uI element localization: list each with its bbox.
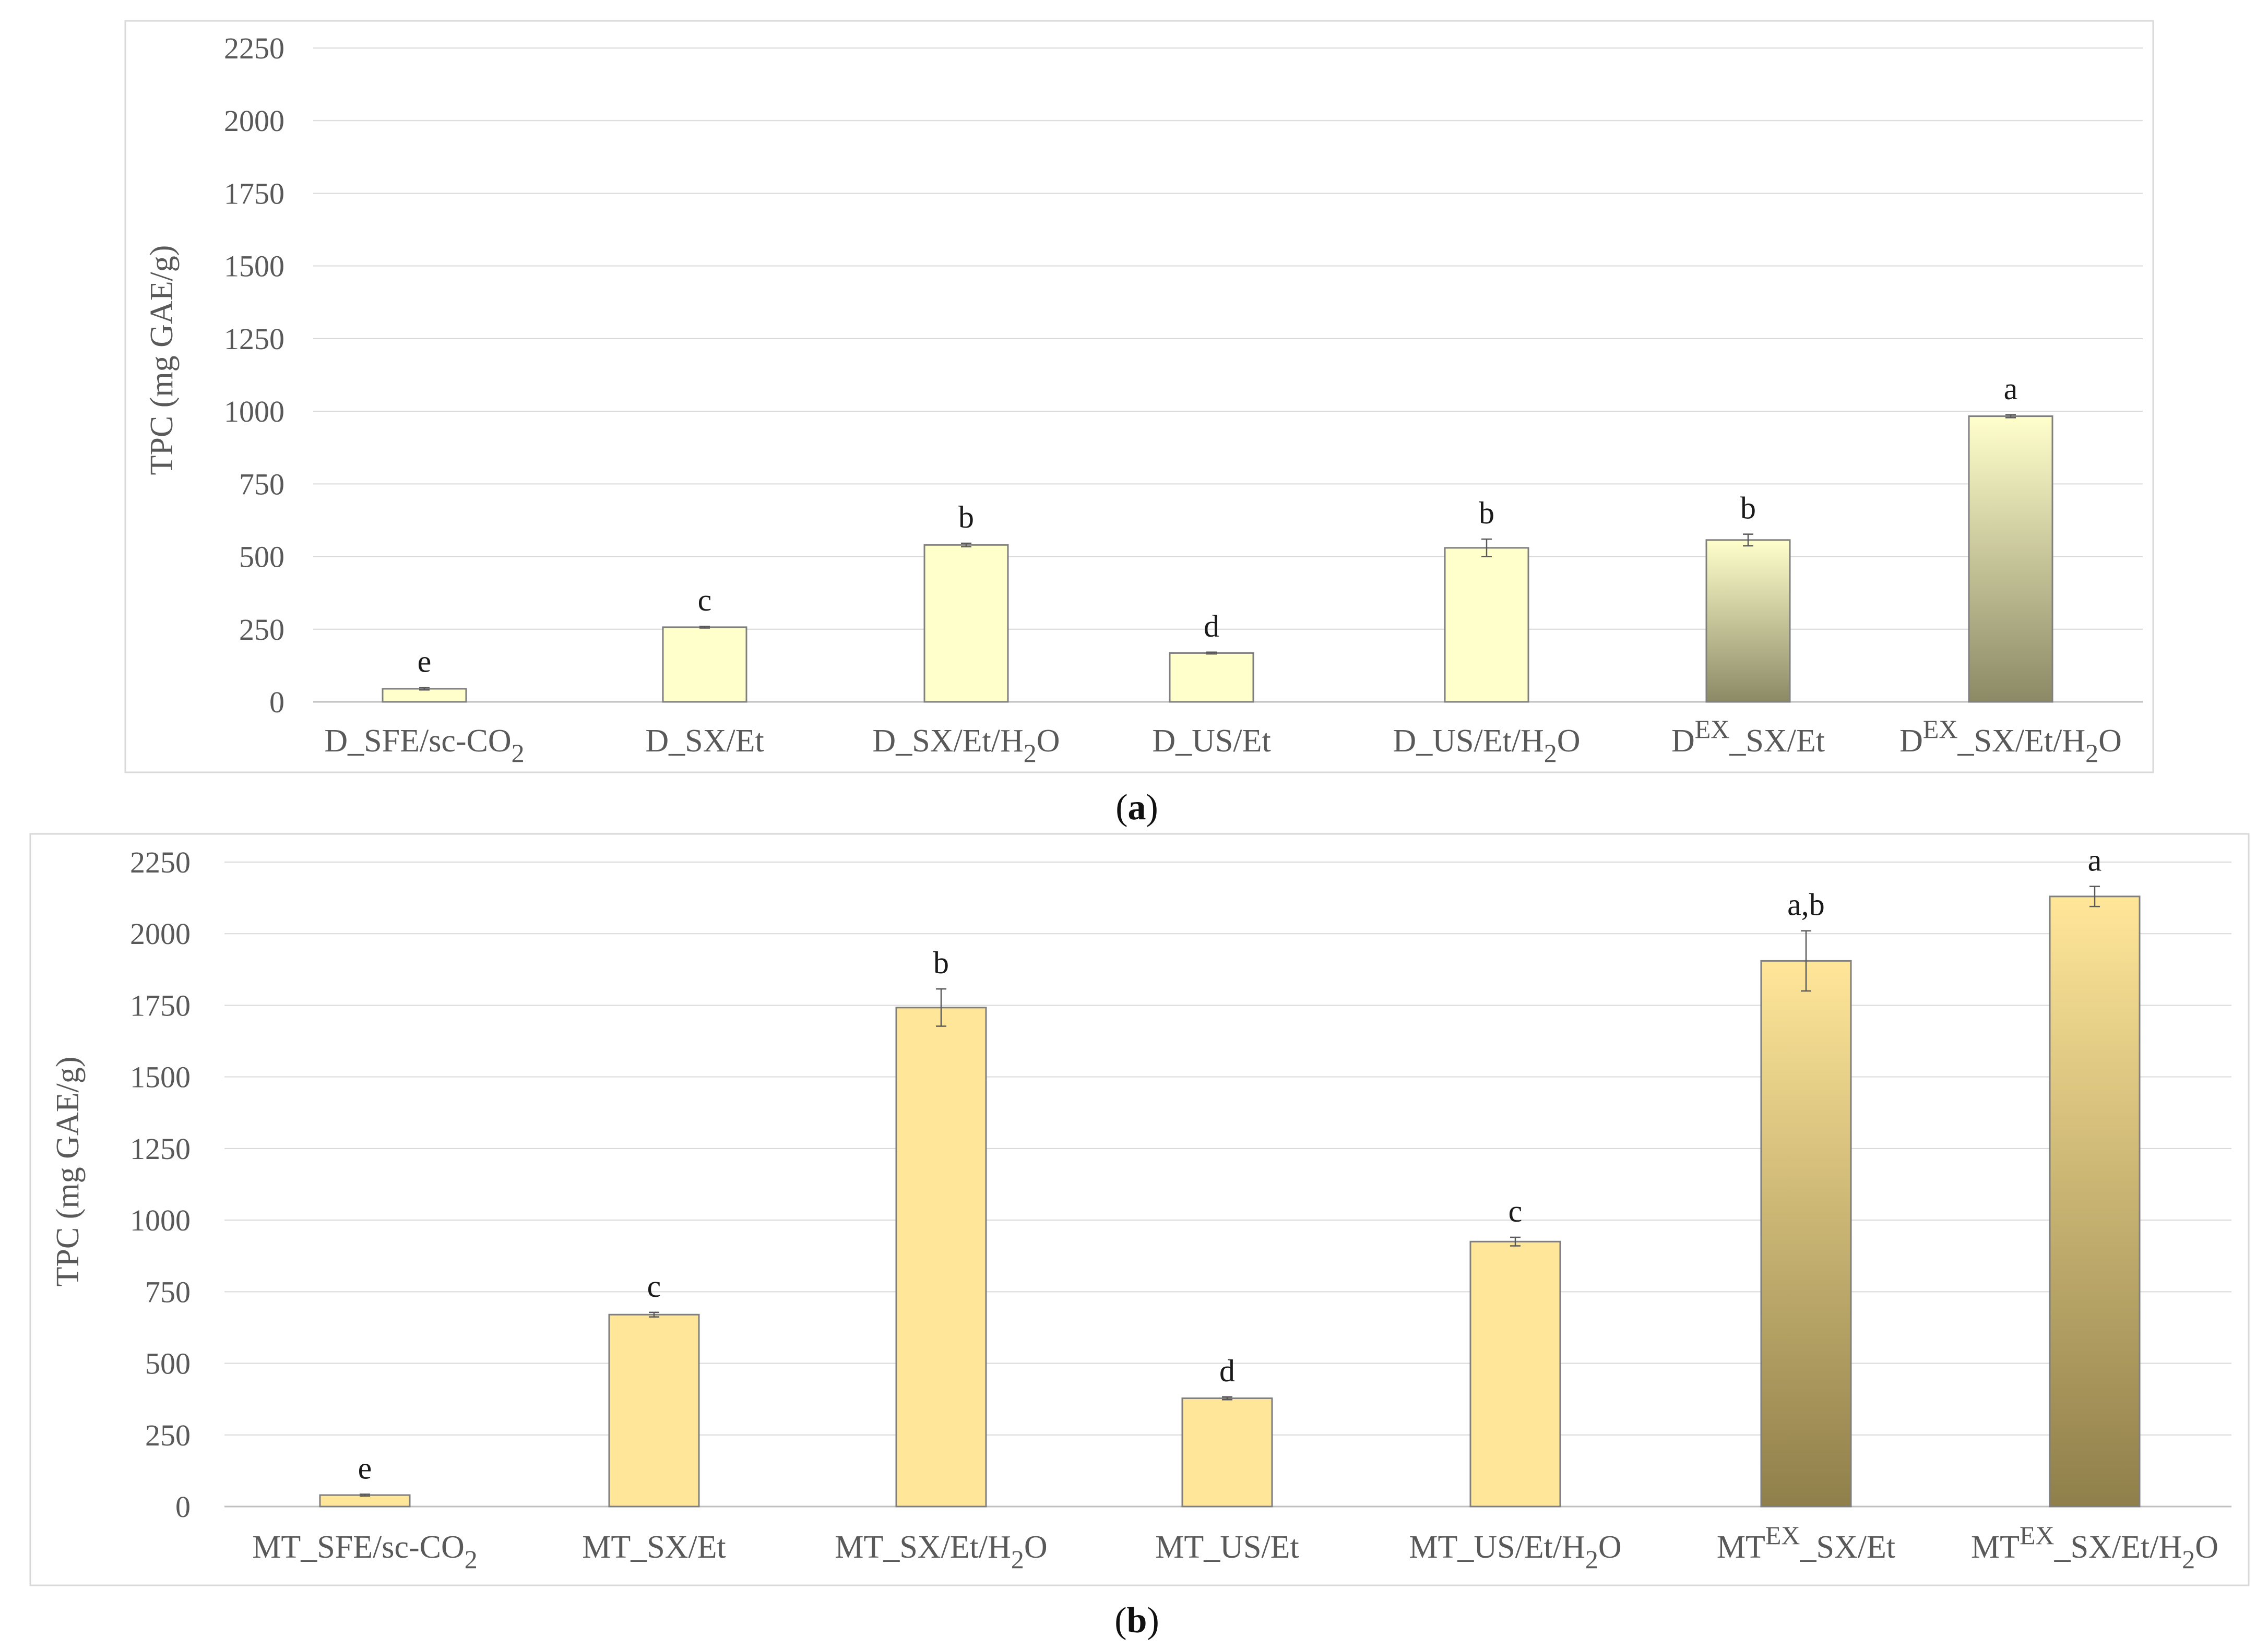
bar [1169, 652, 1254, 703]
bar [923, 544, 1009, 703]
y-tick-label: 2000 [224, 104, 284, 138]
significance-letter: d [1204, 609, 1219, 643]
panel-label-b: (b) [1114, 1600, 1159, 1641]
y-tick-label: 2250 [130, 845, 191, 879]
x-tick-label: MT_SX/Et/H2O [835, 1529, 1047, 1574]
x-tick-label: MT_US/Et/H2O [1409, 1529, 1621, 1574]
x-tick-label: MTEX_SX/Et/H2O [1971, 1521, 2218, 1574]
error-bar [1801, 930, 1811, 992]
significance-letter: a [2088, 843, 2102, 878]
y-tick-label: 250 [239, 613, 284, 647]
significance-letter: c [698, 583, 712, 617]
y-tick-label: 0 [269, 685, 284, 719]
chart-a: 0 250 500 750 1000 1250 1500 1750 2000 2250 TPC (m… [144, 31, 2143, 768]
error-bar [419, 687, 430, 691]
chart-b-frame [29, 833, 2250, 1586]
y-tick-label: 500 [145, 1347, 191, 1381]
error-bar [2005, 414, 2016, 419]
y-tick-label: 1000 [130, 1203, 191, 1237]
chart-a-frame [124, 20, 2154, 773]
y-tick-label: 1000 [224, 395, 284, 428]
bar [895, 1007, 987, 1508]
significance-letter: a,b [1787, 888, 1825, 922]
significance-letter: e [358, 1451, 372, 1485]
error-bar [360, 1493, 370, 1497]
y-tick-label: 500 [239, 540, 284, 574]
x-tick-label: D_US/Et [1152, 723, 1270, 759]
bar [608, 1313, 700, 1508]
y-tick-label: 750 [145, 1275, 191, 1309]
error-bar [699, 625, 710, 629]
significance-letter: b [958, 500, 974, 534]
bar [2049, 895, 2141, 1508]
y-tick-label: 1750 [130, 988, 191, 1022]
x-tick-label: DEX_SX/Et [1671, 714, 1825, 759]
y-axis-label: TPC (mg GAE/g) [50, 1057, 86, 1287]
x-tick-label: MT_SX/Et [582, 1529, 726, 1565]
x-tick-label: D_SFE/sc-CO2 [324, 723, 524, 768]
bar [1444, 547, 1529, 703]
error-bar [961, 542, 971, 547]
x-tick-label: MT_US/Et [1155, 1529, 1299, 1565]
bar [1181, 1397, 1273, 1508]
bar [1705, 539, 1791, 703]
error-bar [1206, 651, 1217, 655]
x-tick-label: MT_SFE/sc-CO2 [252, 1529, 477, 1574]
significance-letter: b [933, 946, 949, 980]
y-tick-label: 1500 [224, 249, 284, 283]
error-bar [649, 1311, 659, 1318]
error-bar [1510, 1236, 1521, 1247]
error-bar [1222, 1396, 1232, 1401]
x-tick-label: DEX_SX/Et/H2O [1899, 714, 2122, 768]
error-bar [2089, 886, 2100, 907]
panel-label-a: (a) [1115, 787, 1158, 828]
x-tick-label: D_SX/Et/H2O [872, 723, 1060, 768]
y-axis-label: TPC (mg GAE/g) [144, 245, 180, 475]
x-tick-label: MTEX_SX/Et [1717, 1521, 1895, 1565]
y-tick-label: 250 [145, 1418, 191, 1452]
y-tick-label: 2250 [224, 31, 284, 65]
y-tick-label: 1750 [224, 176, 284, 210]
bar [1968, 415, 2053, 703]
significance-letter: c [1509, 1194, 1523, 1228]
significance-letter: b [1740, 491, 1756, 525]
y-tick-label: 1500 [130, 1060, 191, 1094]
bar [382, 688, 467, 703]
y-tick-label: 0 [175, 1490, 191, 1524]
significance-letter: a [2004, 372, 2018, 406]
error-bar [936, 988, 946, 1027]
significance-letter: c [647, 1269, 661, 1304]
bar [319, 1494, 411, 1508]
y-tick-label: 1250 [224, 322, 284, 356]
bar [1469, 1240, 1561, 1508]
bar [1760, 960, 1852, 1508]
chart-b: 0 250 500 750 1000 1250 1500 1750 2000 2250 TPC (m… [50, 843, 2231, 1574]
error-bar [1743, 533, 1753, 547]
y-tick-label: 750 [239, 467, 284, 501]
error-bar [1481, 538, 1492, 557]
x-tick-label: D_US/Et/H2O [1393, 723, 1580, 768]
significance-letter: e [418, 644, 432, 679]
significance-letter: b [1479, 496, 1494, 530]
significance-letter: d [1219, 1354, 1235, 1388]
y-tick-label: 2000 [130, 917, 191, 951]
bar [662, 626, 747, 703]
y-tick-label: 1250 [130, 1132, 191, 1166]
x-tick-label: D_SX/Et [645, 723, 764, 759]
